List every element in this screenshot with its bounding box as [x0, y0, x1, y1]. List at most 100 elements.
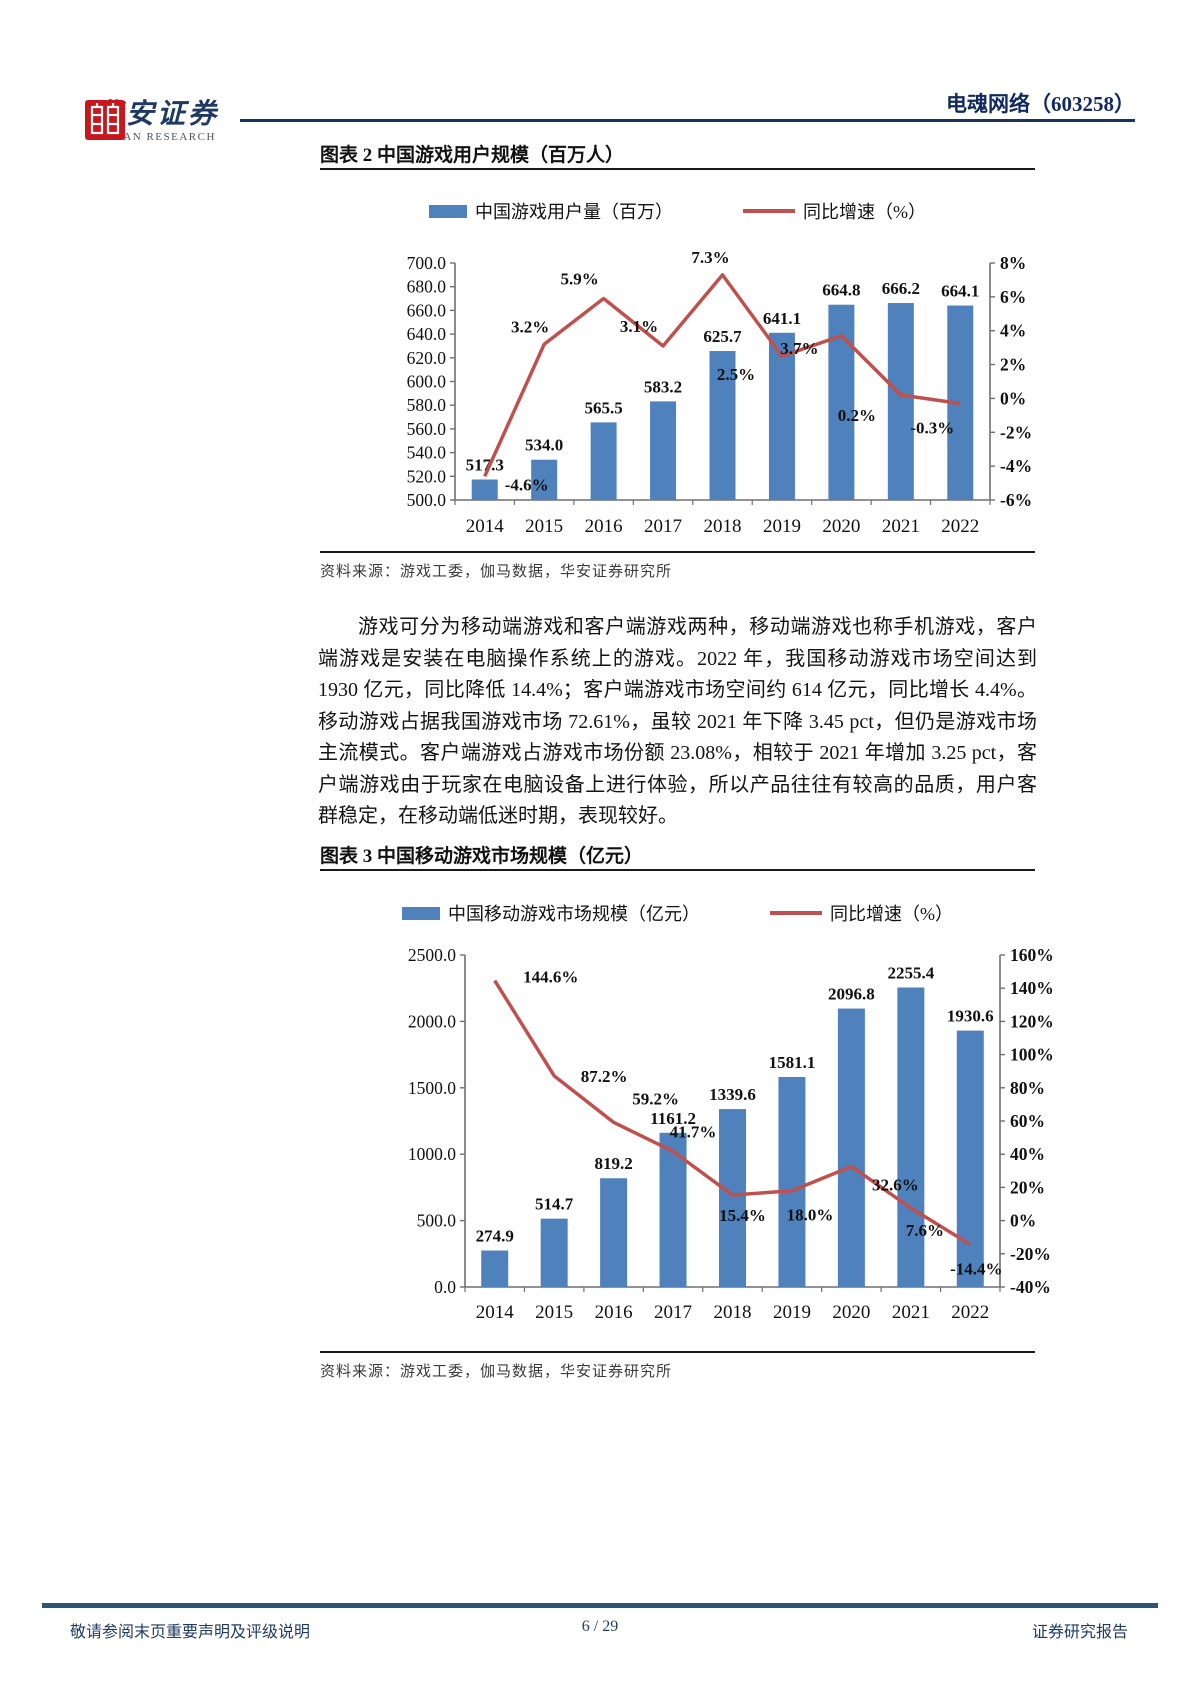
bar-series-swatch-icon — [429, 204, 467, 218]
bar — [837, 1008, 865, 1287]
x-axis-year-label: 2022 — [941, 516, 979, 537]
y-axis-right-label: 0% — [1000, 388, 1026, 408]
footer-disclaimer: 敬请参阅末页重要声明及评级说明 — [70, 1624, 311, 1641]
growth-line — [483, 273, 961, 478]
x-axis-year-label: 2016 — [595, 1302, 633, 1323]
x-axis-year-label: 2014 — [466, 516, 505, 537]
y-axis-right-label: 140% — [1010, 978, 1054, 998]
y-axis-left-label: 1000.0 — [408, 1144, 456, 1164]
y-axis-left-label: 680.0 — [407, 277, 447, 297]
y-axis-right-label: -2% — [1000, 422, 1032, 442]
y-axis-right-label: 20% — [1010, 1177, 1045, 1197]
figure3-legend: 中国移动游戏市场规模（亿元） 同比增速（%） — [320, 900, 1035, 926]
growth-value-label: 18.0% — [787, 1206, 834, 1225]
y-axis-right-label: -20% — [1010, 1244, 1051, 1264]
growth-value-label: 41.7% — [670, 1122, 717, 1141]
header-divider — [240, 119, 1135, 122]
growth-value-label: 87.2% — [581, 1067, 628, 1086]
y-axis-left-label: 600.0 — [407, 372, 447, 392]
chart-game-users: 700.0 680.0 660.0 640.0 620.0 600.0 580.0 560.0… — [407, 248, 1032, 537]
bar-value-label: 1581.1 — [769, 1053, 816, 1072]
legend-label: 同比增速（%） — [803, 202, 926, 222]
bar-value-label: 2255.4 — [887, 963, 934, 982]
growth-value-label: 15.4% — [719, 1206, 766, 1225]
growth-value-label: 5.9% — [560, 270, 598, 289]
bar-value-label: 1930.6 — [947, 1007, 994, 1026]
legend-item-line: 同比增速（%） — [770, 900, 953, 926]
y-axis-right-label: 160% — [1010, 945, 1054, 965]
footer-report-type: 证券研究报告 — [1031, 1624, 1128, 1641]
bar — [956, 1030, 984, 1287]
x-axis-year-label: 2019 — [773, 1302, 811, 1323]
growth-value-label: 0.2% — [838, 406, 876, 425]
bar — [600, 1178, 628, 1287]
bar-value-label: 664.8 — [822, 281, 860, 300]
y-axis-right-label: -4% — [1000, 456, 1032, 476]
bar — [828, 304, 855, 500]
y-axis-left-label: 500.0 — [417, 1211, 457, 1231]
y-axis-left-label: 2000.0 — [408, 1011, 456, 1031]
y-axis-left-label: 620.0 — [407, 348, 447, 368]
bar-value-label: 565.5 — [584, 398, 622, 417]
growth-value-label: -4.6% — [505, 475, 549, 494]
y-axis-left-label: 560.0 — [407, 419, 447, 439]
y-axis-left-label: 520.0 — [407, 466, 447, 486]
x-axis-year-label: 2021 — [882, 516, 920, 537]
bar-value-label: 664.1 — [941, 282, 979, 301]
bar-value-label: 2096.8 — [828, 985, 875, 1004]
y-axis-right-label: 40% — [1010, 1144, 1045, 1164]
legend-label: 同比增速（%） — [830, 904, 953, 924]
legend-item-bar: 中国游戏用户量（百万） — [429, 198, 673, 224]
bar-value-label: 666.2 — [882, 279, 920, 298]
y-axis-right-label: 120% — [1010, 1011, 1054, 1031]
bar — [709, 351, 736, 500]
bar-value-label: 819.2 — [594, 1154, 632, 1173]
y-axis-left-label: 1500.0 — [408, 1078, 456, 1098]
bar-value-label: 1161.2 — [650, 1109, 696, 1128]
report-title: 电魂网络（603258） — [946, 92, 1135, 116]
y-axis-right-label: 6% — [1000, 287, 1026, 307]
y-axis-left-label: 700.0 — [407, 253, 447, 273]
growth-line — [493, 979, 972, 1246]
bar-value-label: 625.7 — [703, 327, 742, 346]
y-axis-left-label: 580.0 — [407, 395, 447, 415]
bar-series-swatch-icon — [402, 906, 440, 920]
line-series-swatch-icon — [743, 209, 795, 213]
growth-value-label: -0.3% — [910, 419, 954, 438]
legend-label: 中国移动游戏市场规模（亿元） — [448, 904, 700, 924]
x-axis-year-label: 2018 — [714, 1302, 752, 1323]
legend-label: 中国游戏用户量（百万） — [475, 202, 673, 222]
growth-value-label: -14.4% — [950, 1260, 1002, 1279]
bar — [471, 479, 498, 500]
x-axis-year-label: 2022 — [951, 1302, 989, 1323]
growth-value-label: 3.1% — [620, 317, 658, 336]
y-axis-right-label: 80% — [1010, 1078, 1045, 1098]
y-axis-left-label: 660.0 — [407, 300, 447, 320]
x-axis-year-label: 2015 — [535, 1302, 573, 1323]
growth-value-label: 3.2% — [511, 317, 549, 336]
x-axis-year-label: 2017 — [644, 516, 682, 537]
growth-value-label: 2.5% — [717, 365, 755, 384]
figure3-bottom-rule — [320, 1351, 1035, 1353]
figure2-legend: 中国游戏用户量（百万） 同比增速（%） — [320, 198, 1035, 224]
bar — [897, 987, 925, 1287]
x-axis-year-label: 2021 — [892, 1302, 930, 1323]
bar — [590, 422, 617, 500]
bar — [887, 303, 914, 500]
y-axis-right-label: 8% — [1000, 253, 1026, 273]
bar-value-label: 1339.6 — [709, 1085, 756, 1104]
x-axis-year-label: 2014 — [476, 1302, 515, 1323]
bar-value-label: 517.3 — [466, 455, 504, 474]
legend-item-line: 同比增速（%） — [743, 198, 926, 224]
figure2-bottom-rule — [320, 551, 1035, 553]
growth-value-label: 7.6% — [906, 1221, 944, 1240]
huaan-seal-icon — [85, 100, 125, 140]
y-axis-left-label: 2500.0 — [408, 945, 456, 965]
y-axis-right-label: 60% — [1010, 1111, 1045, 1131]
chart-mobile-market: 2500.0 2000.0 1500.0 1000.0 500.0 0.0 160% 140%… — [408, 945, 1054, 1323]
growth-value-label: 3.7% — [780, 339, 818, 358]
bar-value-label: 514.7 — [535, 1195, 574, 1214]
bar — [719, 1109, 746, 1287]
bar-value-label: 274.9 — [476, 1226, 514, 1245]
bar — [768, 332, 795, 500]
